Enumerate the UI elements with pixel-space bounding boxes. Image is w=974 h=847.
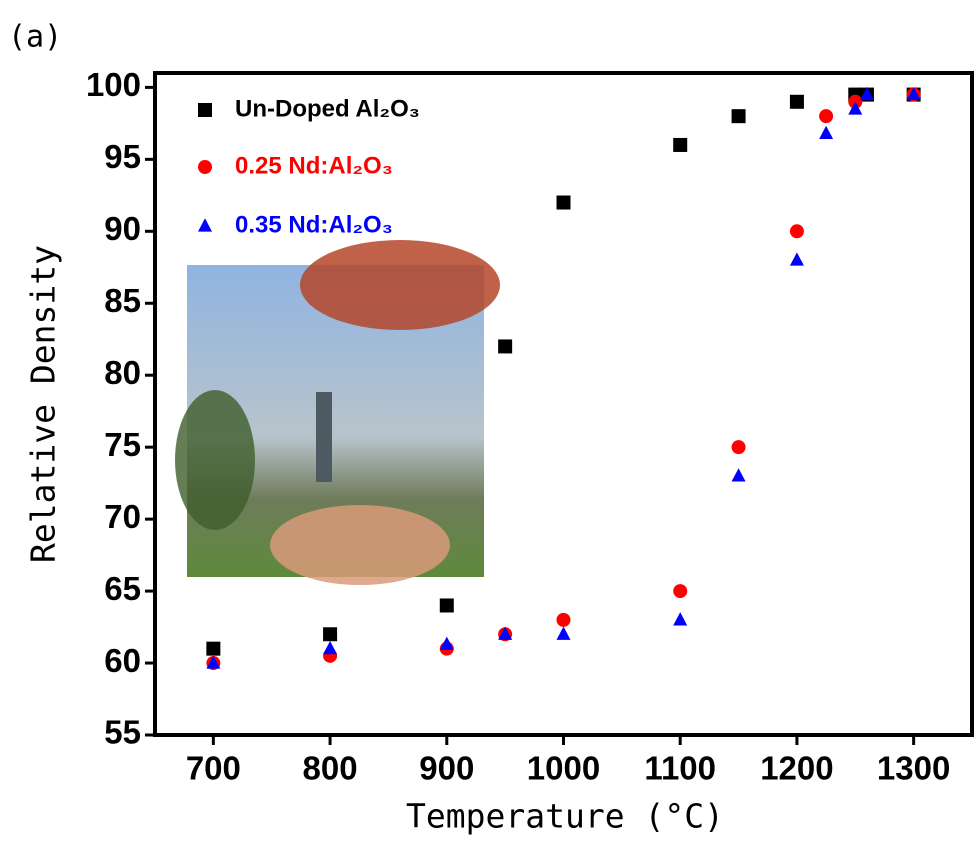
data-point <box>819 109 834 124</box>
x-axis-title: Temperature (°C) <box>406 797 724 836</box>
data-point <box>731 109 746 124</box>
y-axis-title: Relative Density <box>24 245 63 563</box>
data-point <box>439 636 454 650</box>
y-tick-label: 70 <box>104 498 141 535</box>
legend-marker <box>198 160 212 174</box>
data-point <box>556 626 571 640</box>
y-tick-label: 80 <box>104 354 141 391</box>
y-tick-label: 75 <box>104 426 141 463</box>
data-point <box>206 641 221 656</box>
x-tick-label: 1000 <box>527 750 600 787</box>
y-tick-label: 60 <box>104 642 141 679</box>
data-point <box>556 195 571 210</box>
legend-marker <box>198 103 212 117</box>
y-tick-label: 90 <box>104 210 141 247</box>
data-point <box>789 224 804 239</box>
data-point <box>323 627 338 642</box>
y-tick-label: 85 <box>104 282 141 319</box>
legend-label: Un-Doped Al₂O₃ <box>235 95 420 122</box>
data-point <box>819 125 834 140</box>
data-point <box>731 440 746 455</box>
y-tick-label: 100 <box>86 66 141 103</box>
x-tick-label: 1200 <box>760 750 833 787</box>
x-tick-label: 1300 <box>877 750 950 787</box>
data-point <box>498 339 513 354</box>
y-tick-label: 65 <box>104 570 141 607</box>
data-point <box>859 86 874 101</box>
data-point <box>673 612 688 626</box>
legend-marker <box>198 218 212 232</box>
legend-label: 0.25 Nd:Al₂O₃ <box>235 152 393 179</box>
data-point <box>206 655 221 669</box>
data-point <box>789 94 804 109</box>
x-tick-label: 700 <box>186 750 241 787</box>
data-point <box>673 137 688 152</box>
x-tick-label: 1100 <box>644 750 716 787</box>
x-tick-label: 900 <box>419 750 474 787</box>
panel-label: (a) <box>8 20 62 55</box>
y-tick-label: 55 <box>104 714 141 751</box>
data-point <box>906 86 921 101</box>
plot-frame <box>153 71 974 737</box>
data-point <box>789 252 804 266</box>
data-point <box>673 584 688 599</box>
data-point <box>556 612 571 627</box>
data-point <box>848 101 863 115</box>
data-point <box>323 640 338 655</box>
y-tick-label: 95 <box>104 138 141 175</box>
x-tick-label: 800 <box>303 750 358 787</box>
legend-label: 0.35 Nd:Al₂O₃ <box>235 211 393 238</box>
data-point <box>439 598 454 613</box>
data-point <box>731 468 746 482</box>
inset-photo <box>175 240 500 585</box>
data-point <box>498 626 513 640</box>
